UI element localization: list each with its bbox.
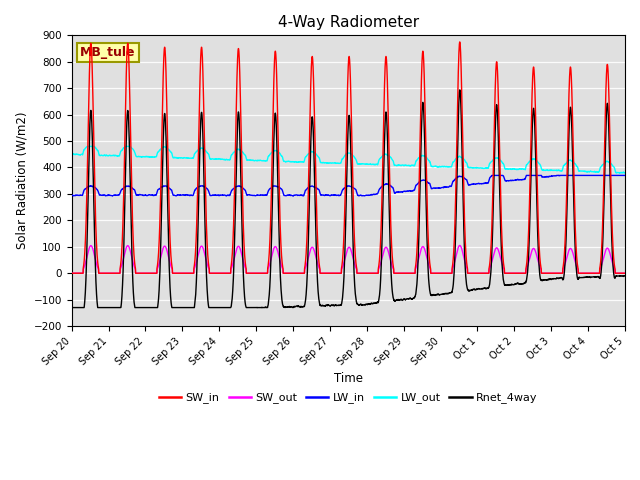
X-axis label: Time: Time (334, 372, 363, 385)
Text: MB_tule: MB_tule (80, 46, 136, 59)
Legend: SW_in, SW_out, LW_in, LW_out, Rnet_4way: SW_in, SW_out, LW_in, LW_out, Rnet_4way (155, 388, 542, 408)
Y-axis label: Solar Radiation (W/m2): Solar Radiation (W/m2) (15, 112, 28, 250)
Title: 4-Way Radiometer: 4-Way Radiometer (278, 15, 419, 30)
